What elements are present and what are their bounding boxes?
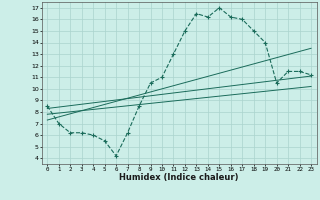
X-axis label: Humidex (Indice chaleur): Humidex (Indice chaleur): [119, 173, 239, 182]
